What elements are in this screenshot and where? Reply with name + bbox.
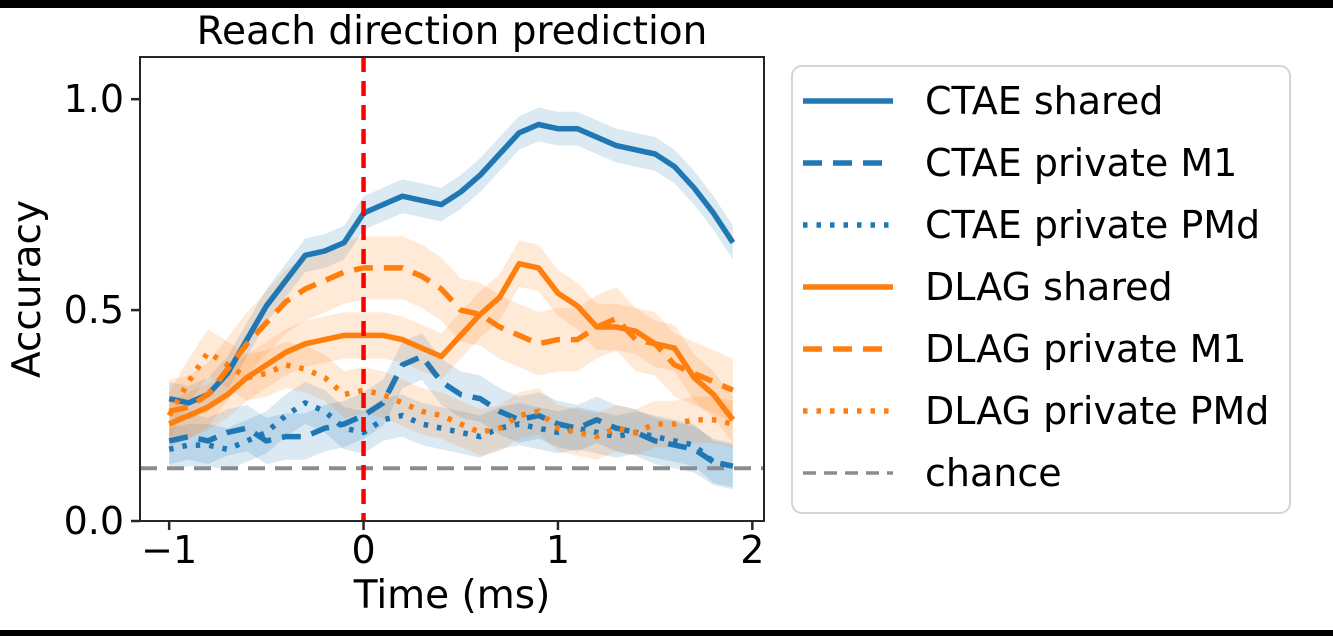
series-line-ctae-shared (168, 121, 736, 406)
x-tick-label: 0 (351, 528, 375, 572)
y-tick-label: 0.5 (64, 288, 124, 332)
y-tick-label: 1.0 (64, 77, 124, 121)
y-tick-label: 0.0 (64, 499, 124, 543)
x-tick-label: 1 (546, 528, 570, 572)
x-tick-label: 2 (740, 528, 764, 572)
x-axis-label: Time (ms) (353, 573, 551, 618)
legend-label-ctae-private-m1: CTAE private M1 (925, 141, 1237, 185)
bottom-black-bar (0, 630, 1333, 636)
legend-label-ctae-private-pmd: CTAE private PMd (925, 203, 1260, 247)
y-axis-label: Accuracy (5, 200, 50, 378)
legend: CTAE shared CTAE private M1 CTAE private P… (791, 65, 1291, 514)
series-line-dlag-private-m1 (168, 265, 734, 414)
y-ticks: 0.0 0.5 1.0 (64, 77, 140, 543)
x-tick-label: −1 (141, 528, 197, 572)
legend-box (791, 65, 1291, 514)
legend-label-dlag-private-pmd: DLAG private PMd (925, 389, 1269, 433)
series-line-dlag-shared (168, 260, 736, 427)
chart-title: Reach direction prediction (197, 9, 708, 54)
series-lines (166, 121, 736, 469)
series-line-ctae-private-pmd (168, 400, 734, 469)
plot-area (139, 56, 765, 522)
band-dlag-private-pmd (169, 329, 733, 460)
band-ctae-shared (169, 107, 733, 420)
band-ctae-private-pmd (169, 381, 733, 488)
legend-label-ctae-shared: CTAE shared (925, 79, 1163, 123)
top-black-bar (0, 0, 1333, 8)
plot-frame (139, 56, 765, 522)
legend-items: CTAE shared CTAE private M1 CTAE private P… (803, 79, 1269, 495)
band-ctae-private-m1 (169, 333, 733, 490)
x-ticks: −1 0 1 2 (141, 521, 764, 572)
legend-label-dlag-private-m1: DLAG private M1 (925, 327, 1247, 371)
legend-label-chance: chance (925, 451, 1062, 495)
series-line-ctae-private-m1 (168, 353, 734, 469)
legend-label-dlag-shared: DLAG shared (925, 265, 1173, 309)
series-line-dlag-private-pmd (166, 349, 734, 440)
